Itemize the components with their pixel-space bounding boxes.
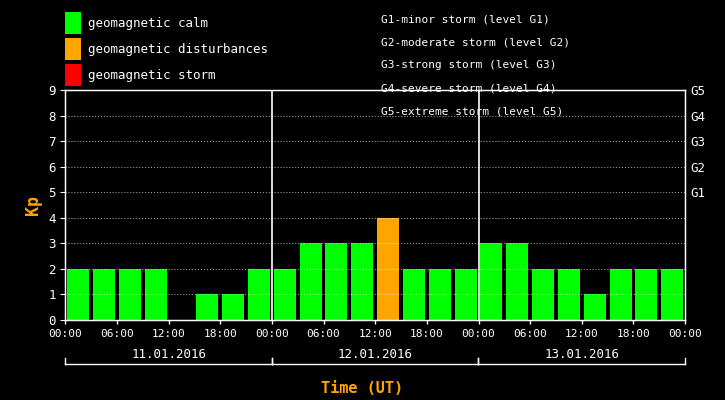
Text: G2-moderate storm (level G2): G2-moderate storm (level G2)	[381, 37, 570, 47]
Bar	[196, 294, 218, 320]
Bar	[455, 269, 476, 320]
Text: G5-extreme storm (level G5): G5-extreme storm (level G5)	[381, 107, 563, 117]
Bar	[93, 269, 115, 320]
Bar	[558, 269, 580, 320]
Bar	[299, 243, 322, 320]
Text: 11.01.2016: 11.01.2016	[131, 348, 206, 361]
Bar	[352, 243, 373, 320]
Text: Time (UT): Time (UT)	[321, 381, 404, 396]
Bar	[506, 243, 529, 320]
Text: 13.01.2016: 13.01.2016	[544, 348, 619, 361]
Bar	[661, 269, 683, 320]
Text: 12.01.2016: 12.01.2016	[338, 348, 413, 361]
Text: G1-minor storm (level G1): G1-minor storm (level G1)	[381, 14, 550, 24]
Text: G3-strong storm (level G3): G3-strong storm (level G3)	[381, 60, 556, 70]
Text: geomagnetic calm: geomagnetic calm	[88, 16, 209, 30]
Y-axis label: Kp: Kp	[25, 195, 43, 215]
Bar	[635, 269, 658, 320]
Bar	[403, 269, 425, 320]
Bar	[119, 269, 141, 320]
Bar	[584, 294, 605, 320]
Bar	[248, 269, 270, 320]
Text: geomagnetic disturbances: geomagnetic disturbances	[88, 42, 268, 56]
Text: G4-severe storm (level G4): G4-severe storm (level G4)	[381, 84, 556, 94]
Bar	[377, 218, 399, 320]
Bar	[610, 269, 631, 320]
Text: geomagnetic storm: geomagnetic storm	[88, 68, 216, 82]
Bar	[145, 269, 167, 320]
Bar	[532, 269, 554, 320]
Bar	[481, 243, 502, 320]
Bar	[274, 269, 296, 320]
Bar	[428, 269, 451, 320]
Bar	[326, 243, 347, 320]
Bar	[222, 294, 244, 320]
Bar	[67, 269, 89, 320]
